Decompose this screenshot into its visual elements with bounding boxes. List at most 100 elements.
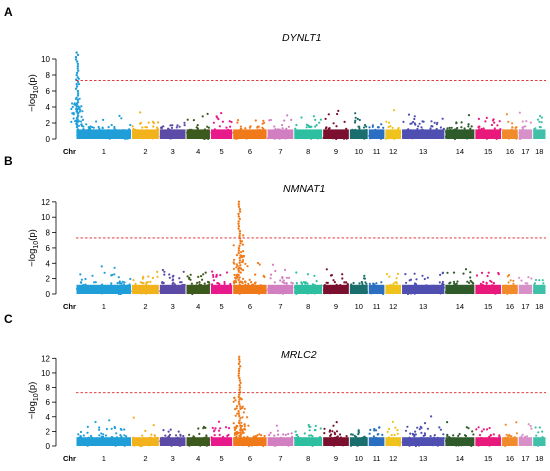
snp-point xyxy=(188,276,191,279)
snp-point xyxy=(391,126,394,129)
peak-snp xyxy=(81,110,84,113)
snp-point xyxy=(477,426,480,429)
chr-tick-label: 6 xyxy=(248,147,252,156)
snp-point xyxy=(460,126,463,129)
snp-point xyxy=(332,279,335,282)
peak-snp xyxy=(238,234,241,238)
peak-snp xyxy=(239,417,242,420)
peak-snp xyxy=(237,227,240,230)
snp-point xyxy=(469,127,472,130)
peak-snp xyxy=(237,205,241,208)
peak-snp xyxy=(75,60,79,63)
peak-snp xyxy=(238,210,242,213)
snp-point xyxy=(467,114,471,117)
snp-point xyxy=(420,126,423,129)
snp-point xyxy=(182,270,185,273)
peak-snp xyxy=(80,105,83,108)
chr-tick-label: 8 xyxy=(306,302,310,311)
snp-point xyxy=(331,430,334,433)
snp-point xyxy=(441,282,444,285)
y-tick-label: 0 xyxy=(46,290,51,299)
snp-point xyxy=(152,125,155,128)
snp-point xyxy=(236,121,239,124)
snp-point xyxy=(217,420,221,423)
snp-point xyxy=(515,421,518,424)
peak-snp xyxy=(244,280,247,283)
snp-point xyxy=(256,261,260,265)
snp-point xyxy=(507,120,510,123)
snp-point xyxy=(213,430,216,433)
peak-snp xyxy=(241,256,244,259)
peak-snp xyxy=(237,203,240,206)
snp-point xyxy=(541,430,544,433)
chr-tick-label: 18 xyxy=(535,147,543,156)
chr-tick-label: 8 xyxy=(306,147,310,156)
snp-point xyxy=(350,433,353,436)
snp-point xyxy=(498,434,501,437)
snp-point xyxy=(314,118,317,121)
peak-snp xyxy=(236,276,239,279)
snp-band xyxy=(233,129,267,139)
snp-point xyxy=(409,432,412,435)
snp-point xyxy=(354,112,357,115)
peak-snp xyxy=(71,102,74,105)
snp-point xyxy=(281,281,284,284)
snp-point xyxy=(329,434,332,437)
peak-snp xyxy=(237,431,240,434)
snp-point xyxy=(358,127,361,130)
y-tick-label: 0 xyxy=(46,135,51,144)
snp-point xyxy=(362,277,366,280)
snp-point xyxy=(201,278,204,281)
chr-tick-label: 3 xyxy=(171,147,175,156)
snp-point xyxy=(388,275,391,278)
snp-point xyxy=(220,112,223,115)
snp-point xyxy=(239,125,242,128)
snp-band xyxy=(533,284,546,294)
snp-point xyxy=(418,122,421,125)
snp-point xyxy=(411,432,414,435)
snp-point xyxy=(151,276,154,280)
peak-snp xyxy=(239,365,242,368)
snp-point xyxy=(303,432,306,435)
chr-tick-label: 4 xyxy=(196,454,200,463)
chr-tick-label: 7 xyxy=(278,454,282,463)
snp-point xyxy=(387,125,390,129)
peak-snp xyxy=(234,276,237,279)
peak-snp xyxy=(76,89,80,93)
snp-point xyxy=(212,275,215,278)
snp-point xyxy=(396,432,399,435)
peak-snp xyxy=(238,419,241,422)
snp-point xyxy=(287,432,290,436)
snp-point xyxy=(256,434,259,437)
snp-point xyxy=(290,118,293,121)
snp-point xyxy=(540,121,543,124)
snp-point xyxy=(509,279,512,282)
snp-point xyxy=(182,434,185,438)
snp-point xyxy=(486,428,489,431)
snp-point xyxy=(448,282,451,285)
snp-point xyxy=(161,268,164,272)
snp-point xyxy=(152,424,155,427)
snp-point xyxy=(186,118,189,121)
peak-snp xyxy=(238,259,242,262)
snp-point xyxy=(333,431,336,434)
snp-band xyxy=(76,129,132,139)
snp-point xyxy=(343,120,346,123)
peak-snp xyxy=(235,430,239,433)
snp-point xyxy=(530,427,533,430)
snp-point xyxy=(308,434,311,437)
snp-point xyxy=(486,274,489,278)
snp-point xyxy=(123,428,126,431)
peak-snp xyxy=(239,397,242,400)
snp-point xyxy=(426,427,429,430)
snp-point xyxy=(121,280,124,283)
snp-point xyxy=(129,123,132,127)
snp-point xyxy=(306,124,309,127)
peak-snp xyxy=(233,258,236,261)
snp-point xyxy=(413,122,416,125)
snp-point xyxy=(89,434,93,438)
chr-tick-label: 8 xyxy=(306,454,310,463)
snp-point xyxy=(480,271,484,274)
snp-point xyxy=(294,430,297,433)
